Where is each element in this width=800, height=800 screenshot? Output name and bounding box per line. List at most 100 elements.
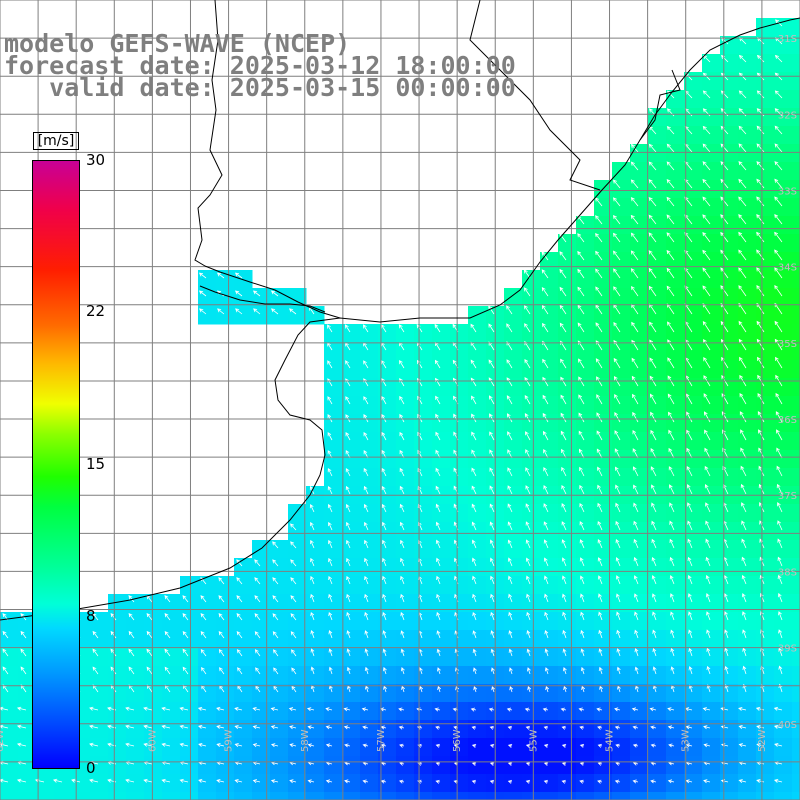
wind-cell [306,756,325,775]
wind-arrow [344,779,351,784]
wind-cell [558,648,577,667]
wind-cell [504,540,523,559]
wind-cell [558,666,577,685]
wind-arrow [669,484,675,495]
wind-arrow [756,125,765,135]
wind-arrow [666,108,675,117]
wind-arrow [631,321,639,333]
wind-arrow [739,392,747,405]
wind-arrow [668,447,675,459]
wind-cell [396,378,415,397]
wind-cell [558,414,577,433]
wind-cell [612,612,631,631]
wind-cell [180,756,199,775]
wind-arrow [580,648,585,657]
wind-cell [738,378,757,397]
wind-cell [324,342,343,361]
wind-cell [594,594,613,613]
wind-arrow [595,268,603,279]
longitude-tick-label: 60W [147,729,158,752]
wind-arrow [346,611,351,621]
wind-arrow [489,467,495,477]
wind-cell [306,306,325,325]
wind-arrow [400,648,405,657]
wind-arrow [561,539,567,549]
wind-arrow [777,538,783,549]
wind-arrow [595,322,603,333]
wind-arrow [254,631,261,639]
wind-arrow [198,290,207,297]
wind-arrow [128,666,135,675]
wind-cell [576,738,595,757]
wind-arrow [507,485,513,495]
wind-cell [504,774,523,793]
wind-cell [0,720,19,739]
wind-cell [288,594,307,613]
wind-cell [432,612,451,631]
wind-arrow [738,249,747,261]
wind-cell [36,792,55,800]
wind-cell [684,756,703,775]
wind-cell [234,756,253,775]
wind-cell [252,648,271,667]
wind-cell [756,630,775,649]
wind-cell [414,684,433,703]
wind-cell [630,792,649,800]
wind-arrow [739,411,747,423]
wind-cell [702,234,721,253]
wind-cell [108,792,127,800]
wind-cell [594,630,613,649]
wind-cell [792,270,800,289]
wind-cell [648,720,667,739]
wind-arrow [16,724,27,729]
wind-arrow [234,272,243,279]
wind-arrow [545,685,550,693]
wind-cell [630,738,649,757]
wind-cell [450,396,469,415]
wind-cell [216,288,235,307]
wind-arrow [290,523,297,531]
wind-arrow [345,503,351,513]
wind-arrow [757,411,765,423]
wind-arrow [290,577,297,585]
wind-cell [720,558,739,577]
wind-cell [738,252,757,271]
wind-cell [108,594,127,613]
wind-cell [792,414,800,433]
wind-cell [378,522,397,541]
wind-cell [378,720,397,739]
wind-arrow [236,613,243,621]
wind-cell [612,252,631,271]
wind-cell [666,126,685,145]
wind-arrow [648,232,657,243]
wind-cell [666,252,685,271]
wind-cell [522,414,541,433]
wind-arrow [234,779,243,783]
wind-cell [432,378,451,397]
wind-cell [252,720,271,739]
wind-cell [504,684,523,703]
wind-arrow [579,539,585,549]
wind-arrow [523,287,531,297]
wind-arrow [597,743,603,748]
wind-cell [666,234,685,253]
wind-cell [630,324,649,343]
wind-cell [252,738,271,757]
wind-cell [198,720,217,739]
wind-cell [774,180,793,199]
wind-cell [648,270,667,289]
wind-arrow [327,467,333,477]
wind-arrow [161,742,171,747]
wind-cell [756,234,775,253]
wind-cell [648,216,667,235]
wind-cell [216,576,235,595]
wind-arrow [363,431,369,441]
wind-arrow [563,685,568,693]
wind-cell [792,468,800,487]
wind-cell [576,504,595,523]
wind-cell [342,432,361,451]
wind-arrow [328,611,333,621]
wind-arrow [470,707,477,712]
wind-cell [756,540,775,559]
wind-cell [468,756,487,775]
